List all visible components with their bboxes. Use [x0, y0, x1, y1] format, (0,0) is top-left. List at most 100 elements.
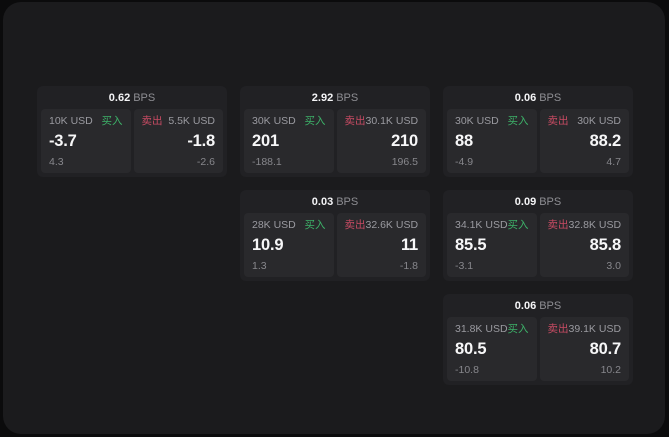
quote-panels: 10K USD 买入 -3.7 4.3 卖出 5.5K USD -1.8 -2.…	[41, 109, 223, 173]
buy-secondary: -188.1	[252, 156, 282, 168]
buy-panel[interactable]: 30K USD 买入 88 -4.9	[447, 109, 537, 173]
sell-amount: 5.5K USD	[168, 115, 215, 127]
buy-side-label: 买入	[101, 115, 123, 127]
sell-panel[interactable]: 卖出 39.1K USD 80.7 10.2	[539, 317, 629, 381]
bps-unit: BPS	[336, 92, 359, 104]
quote-panels: 34.1K USD 买入 85.5 -3.1 卖出 32.8K USD 85.8…	[447, 213, 629, 277]
bps-value: 2.92	[311, 92, 334, 104]
bps-unit: BPS	[133, 92, 156, 104]
quote-panels: 30K USD 买入 201 -188.1 卖出 30.1K USD 210 1…	[244, 109, 426, 173]
buy-label-row: 31.8K USD 买入	[455, 323, 529, 335]
sell-label-row: 卖出 32.6K USD	[345, 219, 419, 231]
buy-secondary: 4.3	[49, 156, 64, 168]
buy-label-row: 10K USD 买入	[49, 115, 123, 127]
sell-value: 80.7	[589, 340, 622, 358]
bps-header: 0.06 BPS	[447, 90, 629, 107]
sell-side-label: 卖出	[344, 115, 366, 127]
buy-amount: 30K USD	[455, 115, 499, 127]
buy-side-label: 买入	[507, 115, 529, 127]
buy-panel[interactable]: 10K USD 买入 -3.7 4.3	[41, 109, 131, 173]
sell-panel[interactable]: 卖出 32.8K USD 85.8 3.0	[539, 213, 629, 277]
sell-amount: 39.1K USD	[568, 323, 622, 335]
quote-panels: 30K USD 买入 88 -4.9 卖出 30K USD 88.2 4.7	[447, 109, 629, 173]
sell-side-label: 卖出	[547, 115, 569, 127]
buy-value: 85.5	[455, 236, 487, 254]
buy-value: 88	[455, 132, 473, 150]
sell-secondary: 10.2	[600, 364, 621, 376]
sell-secondary: 3.0	[606, 260, 621, 272]
sell-side-label: 卖出	[547, 219, 569, 231]
buy-secondary: -3.1	[455, 260, 474, 272]
buy-label-row: 30K USD 买入	[252, 115, 326, 127]
sell-secondary: -2.6	[196, 156, 215, 168]
buy-value: 10.9	[252, 236, 284, 254]
sell-panel[interactable]: 卖出 32.6K USD 11 -1.8	[336, 213, 426, 277]
buy-side-label: 买入	[304, 115, 326, 127]
quote-card: 0.09 BPS 34.1K USD 买入 85.5 -3.1 卖出 32.8K …	[443, 190, 633, 281]
sell-amount: 32.6K USD	[365, 219, 419, 231]
bps-header: 0.62 BPS	[41, 90, 223, 107]
buy-panel[interactable]: 30K USD 买入 201 -188.1	[244, 109, 334, 173]
sell-panel[interactable]: 卖出 30.1K USD 210 196.5	[336, 109, 426, 173]
bps-unit: BPS	[539, 92, 562, 104]
buy-label-row: 34.1K USD 买入	[455, 219, 529, 231]
sell-label-row: 卖出 32.8K USD	[548, 219, 622, 231]
buy-amount: 34.1K USD	[455, 219, 508, 231]
sell-value: 88.2	[589, 132, 622, 150]
sell-label-row: 卖出 30K USD	[548, 115, 622, 127]
sell-panel[interactable]: 卖出 30K USD 88.2 4.7	[539, 109, 629, 173]
buy-amount: 28K USD	[252, 219, 296, 231]
sell-secondary: 4.7	[606, 156, 621, 168]
bps-header: 0.09 BPS	[447, 194, 629, 211]
sell-secondary: -1.8	[399, 260, 418, 272]
buy-panel[interactable]: 34.1K USD 买入 85.5 -3.1	[447, 213, 537, 277]
bps-value: 0.06	[514, 300, 537, 312]
sell-value: 85.8	[589, 236, 622, 254]
quote-panels: 28K USD 买入 10.9 1.3 卖出 32.6K USD 11 -1.8	[244, 213, 426, 277]
quote-grid: 0.62 BPS 10K USD 买入 -3.7 4.3 卖出 5.5K USD …	[37, 86, 633, 385]
app-window: 0.62 BPS 10K USD 买入 -3.7 4.3 卖出 5.5K USD …	[3, 2, 665, 434]
sell-secondary: 196.5	[391, 156, 418, 168]
sell-amount: 30K USD	[577, 115, 621, 127]
buy-value: 201	[252, 132, 279, 150]
sell-side-label: 卖出	[344, 219, 366, 231]
buy-label-row: 28K USD 买入	[252, 219, 326, 231]
bps-unit: BPS	[539, 300, 562, 312]
sell-label-row: 卖出 5.5K USD	[142, 115, 216, 127]
buy-label-row: 30K USD 买入	[455, 115, 529, 127]
quote-card: 0.03 BPS 28K USD 买入 10.9 1.3 卖出 32.6K USD…	[240, 190, 430, 281]
sell-side-label: 卖出	[141, 115, 163, 127]
buy-side-label: 买入	[507, 323, 529, 335]
sell-label-row: 卖出 39.1K USD	[548, 323, 622, 335]
sell-value: -1.8	[187, 132, 215, 150]
bps-header: 0.03 BPS	[244, 194, 426, 211]
bps-value: 0.09	[514, 196, 537, 208]
quote-card: 2.92 BPS 30K USD 买入 201 -188.1 卖出 30.1K U…	[240, 86, 430, 177]
sell-side-label: 卖出	[547, 323, 569, 335]
buy-value: 80.5	[455, 340, 487, 358]
quote-card: 0.06 BPS 31.8K USD 买入 80.5 -10.8 卖出 39.1K…	[443, 294, 633, 385]
bps-header: 0.06 BPS	[447, 298, 629, 315]
sell-value: 11	[400, 236, 418, 254]
buy-amount: 31.8K USD	[455, 323, 508, 335]
bps-unit: BPS	[539, 196, 562, 208]
bps-value: 0.03	[311, 196, 334, 208]
bps-value: 0.06	[514, 92, 537, 104]
buy-secondary: 1.3	[252, 260, 267, 272]
buy-amount: 30K USD	[252, 115, 296, 127]
buy-panel[interactable]: 28K USD 买入 10.9 1.3	[244, 213, 334, 277]
buy-panel[interactable]: 31.8K USD 买入 80.5 -10.8	[447, 317, 537, 381]
sell-value: 210	[391, 132, 418, 150]
buy-value: -3.7	[49, 132, 77, 150]
sell-label-row: 卖出 30.1K USD	[345, 115, 419, 127]
sell-amount: 32.8K USD	[568, 219, 622, 231]
buy-amount: 10K USD	[49, 115, 93, 127]
sell-amount: 30.1K USD	[365, 115, 419, 127]
buy-side-label: 买入	[304, 219, 326, 231]
bps-header: 2.92 BPS	[244, 90, 426, 107]
buy-side-label: 买入	[507, 219, 529, 231]
bps-unit: BPS	[336, 196, 359, 208]
quote-card: 0.06 BPS 30K USD 买入 88 -4.9 卖出 30K USD 88…	[443, 86, 633, 177]
sell-panel[interactable]: 卖出 5.5K USD -1.8 -2.6	[133, 109, 223, 173]
bps-value: 0.62	[108, 92, 131, 104]
